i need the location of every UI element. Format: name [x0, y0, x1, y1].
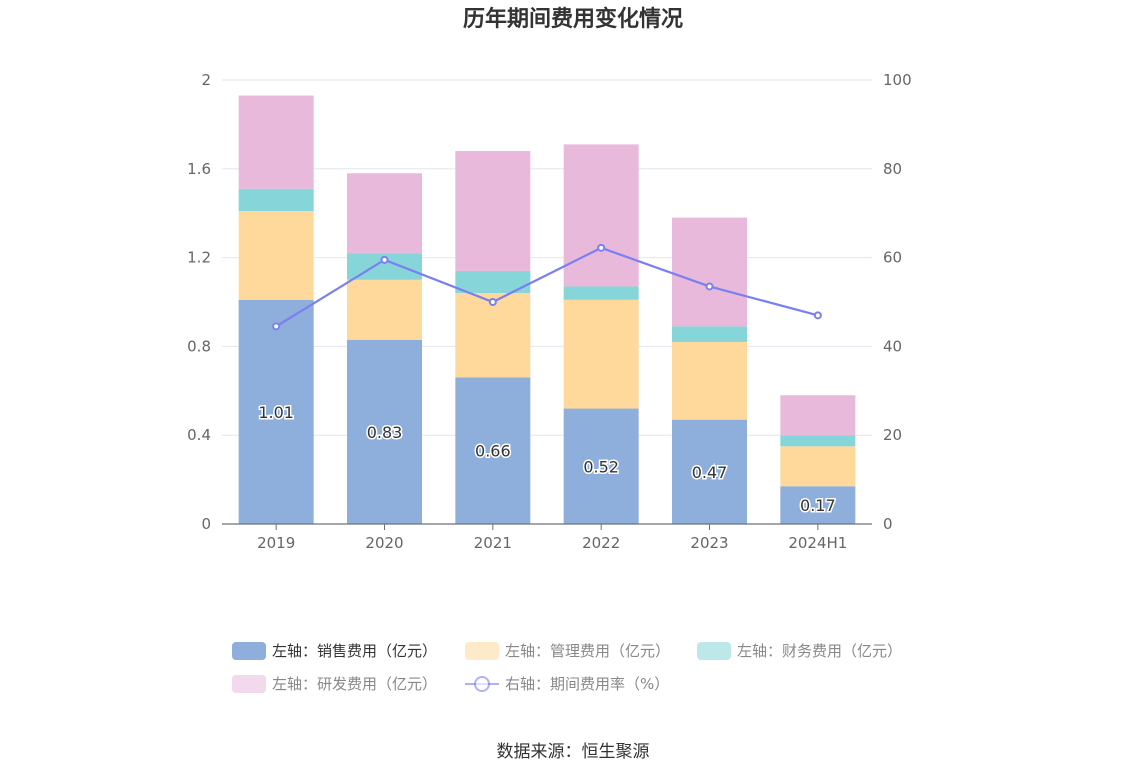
legend-label: 左轴：研发费用（亿元） [272, 675, 437, 693]
x-tick-label: 2020 [365, 534, 403, 552]
bar-segment [455, 151, 531, 271]
bar-segment [347, 173, 422, 254]
y-left-tick-label: 2 [201, 71, 211, 89]
bar-segment [238, 299, 314, 524]
bar-value-label: 0.17 [800, 496, 836, 515]
bars [238, 95, 856, 524]
y-right-tick-label: 20 [883, 426, 902, 444]
rate-line-path [275, 246, 819, 328]
bar-segment [780, 395, 856, 436]
legend-item[interactable]: 左轴：研发费用（亿元） [232, 675, 437, 693]
legend-item[interactable]: 左轴：销售费用（亿元） [232, 642, 437, 660]
legend-label: 左轴：管理费用（亿元） [505, 642, 670, 660]
bar-value-label: 0.66 [475, 442, 511, 461]
y-right-tick-label: 100 [883, 71, 912, 89]
legend-item[interactable]: 左轴：财务费用（亿元） [697, 642, 902, 660]
bar-value-label: 0.47 [692, 463, 728, 482]
y-left-tick-label: 0.4 [187, 426, 211, 444]
x-tick-label: 2021 [474, 534, 512, 552]
legend-marker [474, 676, 490, 692]
legend-item[interactable]: 左轴：管理费用（亿元） [465, 642, 670, 660]
bar-segment [780, 486, 856, 524]
chart-title: 历年期间费用变化情况 [463, 6, 683, 32]
bar-segment [238, 188, 314, 211]
legend-label: 左轴：财务费用（亿元） [737, 642, 902, 660]
y-right-tick-label: 60 [883, 249, 902, 267]
bar-segment [780, 435, 856, 447]
bar-value-label: 0.83 [367, 423, 403, 442]
grid [222, 79, 872, 436]
bar-segment [563, 299, 639, 409]
bar-segment [347, 339, 422, 524]
legend-label: 右轴：期间费用率（%） [505, 675, 669, 693]
y-left-tick-label: 1.2 [187, 249, 211, 267]
x-tick-label: 2019 [257, 534, 295, 552]
bar-value-label: 1.01 [258, 403, 294, 422]
rate-point [488, 298, 497, 306]
legend-swatch [232, 642, 266, 660]
bar-segment [672, 326, 747, 342]
x-tick-label: 2023 [690, 534, 728, 552]
y-right-tick-label: 80 [883, 160, 902, 178]
y-left-tick-label: 1.6 [187, 160, 211, 178]
x-tick-label: 2024H1 [788, 534, 847, 552]
bar-segment [563, 286, 639, 300]
y-right-tick-label: 0 [883, 515, 893, 533]
bar-segment [455, 293, 531, 378]
legend-item[interactable]: 右轴：期间费用率（%） [465, 675, 669, 693]
bar-segment [672, 419, 747, 524]
bar-segment [780, 446, 856, 487]
bar-segment [672, 217, 747, 327]
bar-segment [563, 144, 639, 287]
legend: 左轴：销售费用（亿元） 左轴：管理费用（亿元） 左轴：财务费用（亿元） 左轴：研发费用… [232, 642, 902, 693]
y-right-tick-label: 40 [883, 337, 902, 355]
rate-point [813, 311, 822, 320]
source-note: 数据来源：恒生聚源 [497, 742, 650, 762]
bar-segment [563, 408, 639, 524]
bar-segment [455, 270, 531, 294]
y-left-tick-label: 0 [201, 515, 211, 533]
bar-segment [238, 95, 314, 189]
x-tick-label: 2022 [582, 534, 620, 552]
legend-swatch [697, 642, 731, 660]
bar-segment [455, 377, 531, 524]
rate-point [380, 255, 389, 264]
rate-point [597, 243, 606, 252]
rate-line [272, 243, 822, 331]
bar-segment [672, 341, 747, 420]
bar-segment [238, 210, 314, 300]
y-left-tick-label: 0.8 [187, 337, 211, 355]
bar-value-label: 0.52 [583, 457, 619, 476]
rate-point [705, 282, 714, 291]
data-labels: 1.01 0.83 0.66 0.52 0.47 0.17 [257, 401, 837, 516]
legend-swatch [232, 675, 266, 693]
rate-point [272, 322, 281, 331]
legend-swatch [465, 642, 499, 660]
bar-segment [347, 279, 422, 340]
legend-label: 左轴：销售费用（亿元） [272, 642, 437, 660]
